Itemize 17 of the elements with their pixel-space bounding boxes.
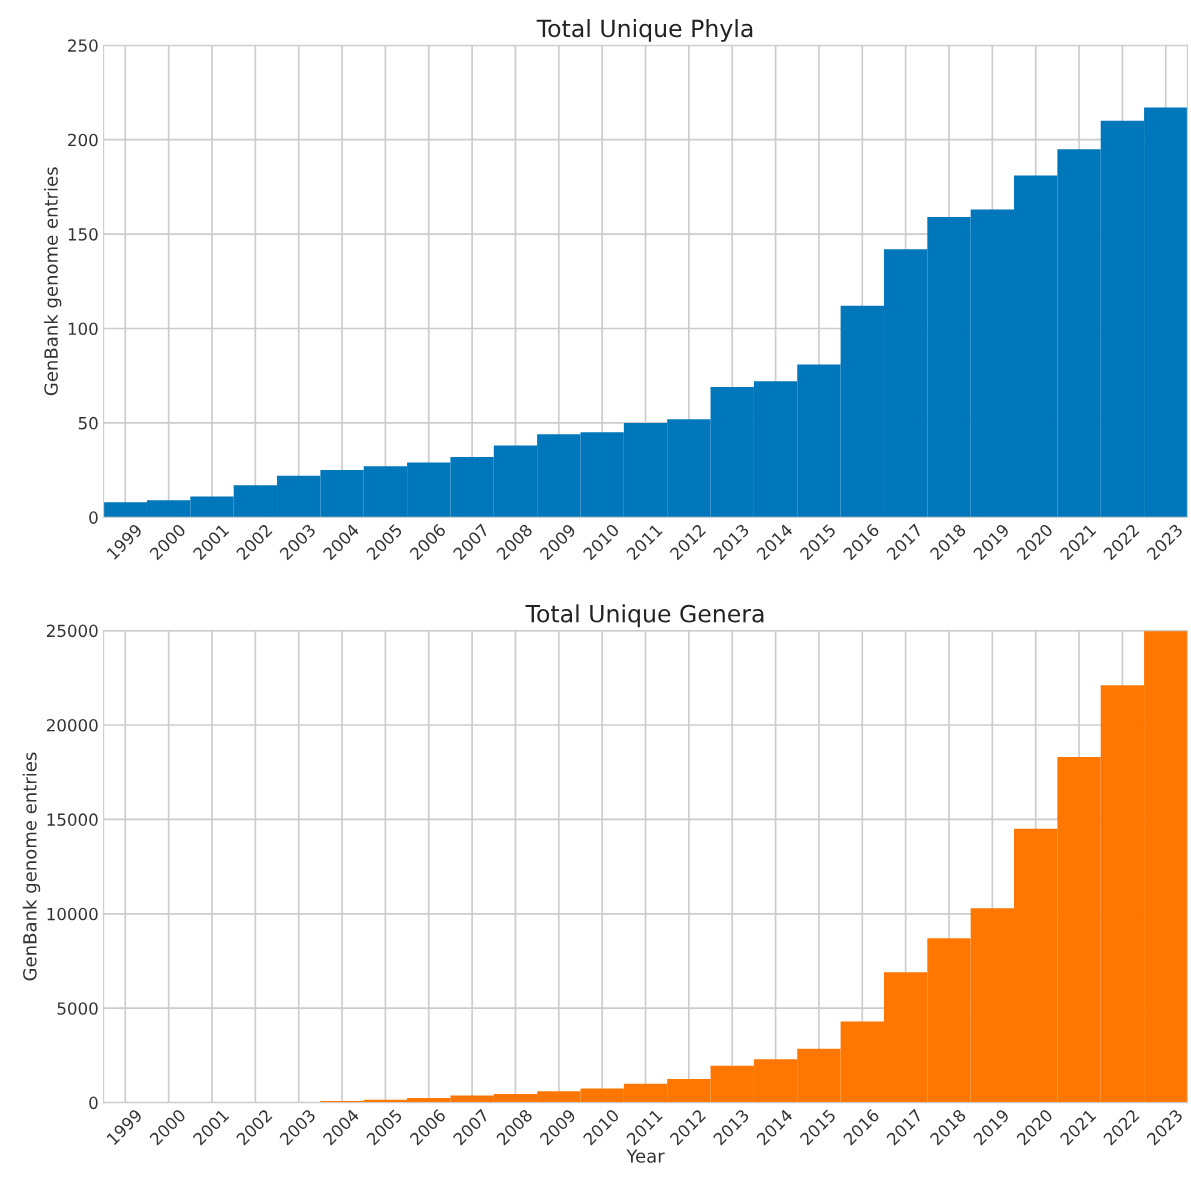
y-tick-label: 100 — [68, 322, 98, 336]
y-tick-label: 0 — [89, 1096, 98, 1110]
y-tick-label: 150 — [68, 228, 98, 241]
y-tick-label: 15000 — [47, 813, 98, 826]
y-axis-title: GenBank genome entries — [43, 167, 62, 396]
chart-title: Total Unique Phyla — [536, 19, 753, 42]
y-tick-label: 200 — [68, 133, 98, 147]
y-tick-label: 0 — [89, 511, 98, 524]
x-axis-title: Year — [626, 1149, 665, 1163]
chart-title: Total Unique Genera — [525, 604, 764, 628]
y-tick-label: 50 — [78, 416, 98, 430]
y-axis-title: GenBank genome entries — [22, 752, 41, 981]
y-tick-label: 10000 — [47, 907, 98, 921]
y-tick-label: 5000 — [57, 1002, 98, 1015]
y-tick-label: 250 — [68, 39, 98, 52]
y-tick-label: 25000 — [46, 624, 98, 638]
y-tick-label: 20000 — [46, 718, 98, 732]
